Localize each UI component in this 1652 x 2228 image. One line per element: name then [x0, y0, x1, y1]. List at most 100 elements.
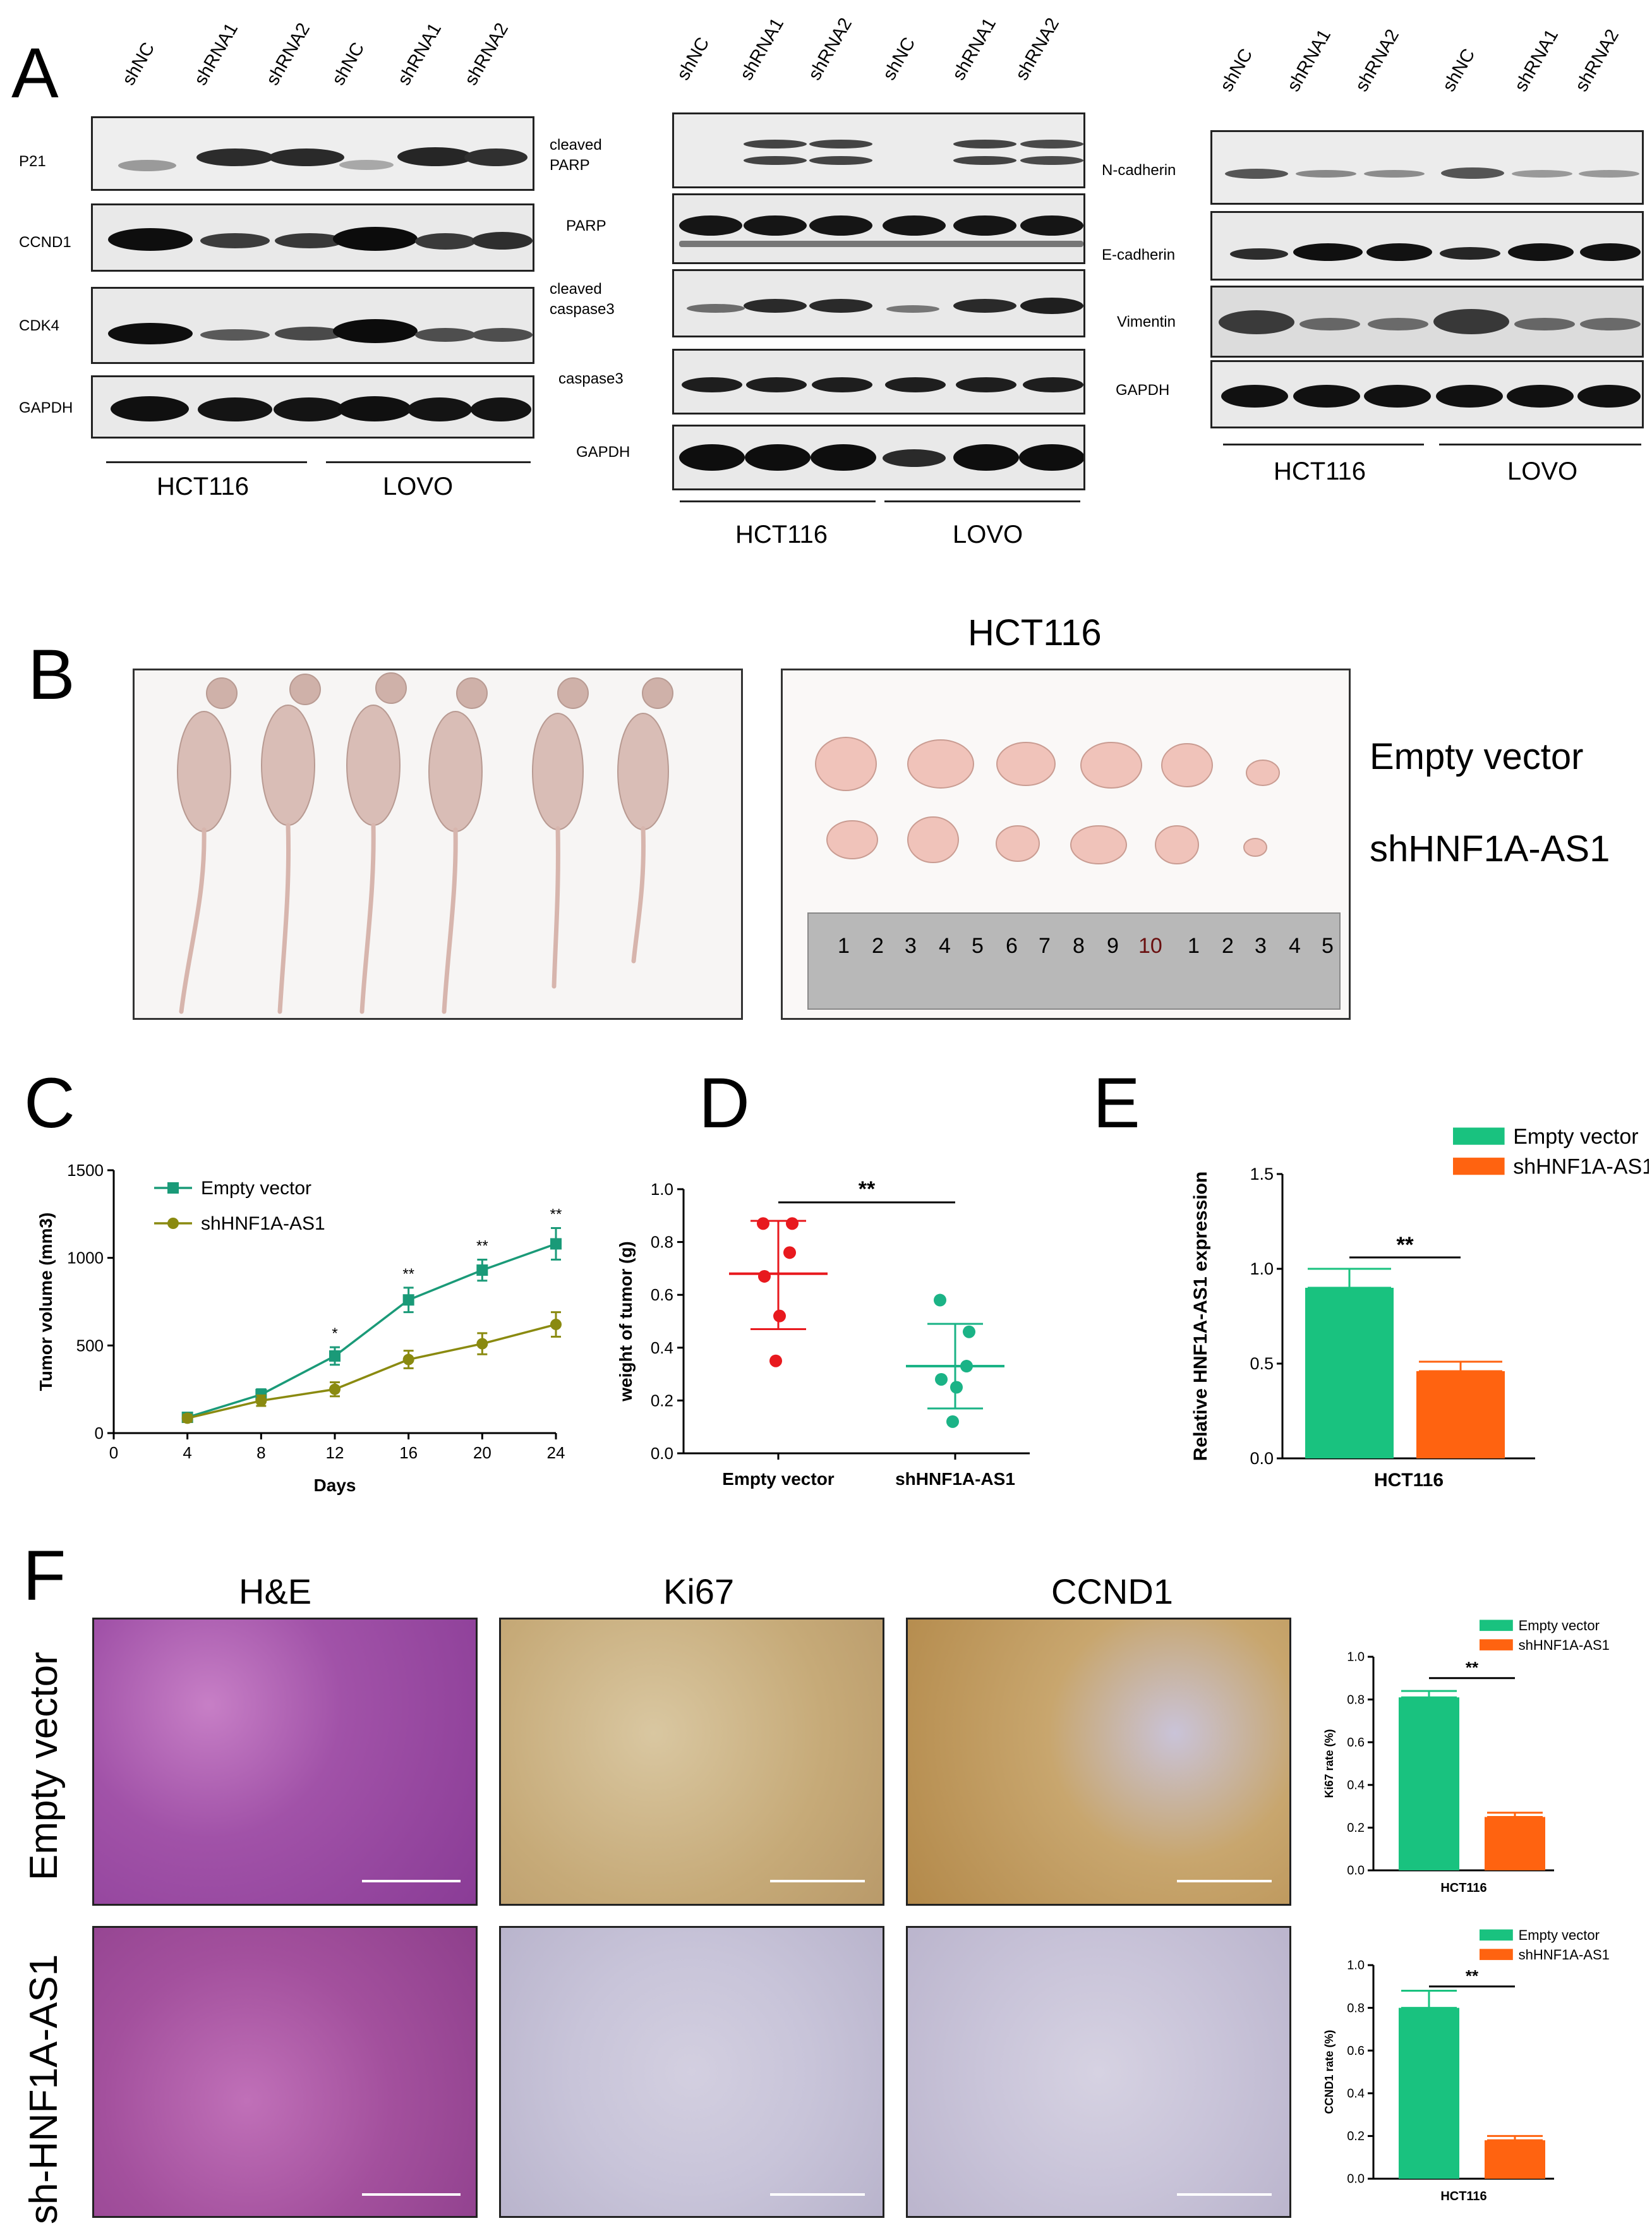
ruler-number: 1: [1188, 934, 1200, 958]
tumor-photo: [781, 669, 1351, 1020]
y-tick-label: 1.5: [1250, 1165, 1274, 1184]
blot3-label-vimentin: Vimentin: [1117, 313, 1176, 330]
x-tick-label: 0: [109, 1443, 118, 1462]
histology-ccnd1-empty-vector: [906, 1618, 1291, 1906]
scale-bar: [770, 2193, 865, 2196]
mice-photo: [133, 669, 743, 1020]
y-tick-label: 500: [76, 1336, 104, 1355]
data-point: [181, 1412, 193, 1424]
significance-mark: **: [859, 1177, 876, 1201]
data-point: [476, 1338, 488, 1350]
bar: [1485, 2140, 1545, 2179]
data-point: [960, 1360, 973, 1373]
y-tick-label: 1.0: [1347, 1650, 1365, 1664]
data-point: [329, 1350, 341, 1362]
blot2-cleaved-parp: [672, 112, 1085, 188]
panel-f-row-sh-hnf1a-as1: sh-HNF1A-AS1: [22, 1954, 66, 2224]
chart-c-tumor-volume: 0 500 1000 1500 0 4 8 12 16 20 24 Days Tumor volume …: [36, 1161, 565, 1495]
lane-label: shRNA1: [190, 19, 243, 89]
lane-label: shRNA2: [262, 19, 315, 89]
blot1-gapdh: [91, 375, 534, 439]
ruler-number: 2: [872, 934, 884, 958]
panel-letter-e: E: [1093, 1063, 1140, 1142]
blot2-cellline-lovo: LOVO: [953, 521, 1023, 548]
y-tick-label: 0.6: [1347, 2044, 1365, 2058]
blot3-e-cadherin: [1210, 211, 1644, 281]
y-tick-label: 0.4: [1347, 1778, 1365, 1792]
panel-letter-c: C: [24, 1063, 75, 1142]
y-tick-label: 0.2: [651, 1391, 673, 1410]
x-axis-label: Days: [314, 1475, 356, 1495]
y-tick-label: 1500: [67, 1161, 104, 1180]
x-tick-label: 12: [326, 1443, 344, 1462]
data-point: [329, 1383, 341, 1395]
ruler-number: 10: [1138, 934, 1162, 958]
legend-swatch: [1480, 1949, 1513, 1960]
blot2-caspase3: [672, 349, 1085, 415]
x-tick-label: 8: [256, 1443, 265, 1462]
blot3-label-n-cadherin: N-cadherin: [1102, 162, 1176, 179]
blot2-label-cleaved-caspase3-text: cleaved caspase3: [550, 281, 615, 318]
y-tick-label: 0.4: [651, 1338, 673, 1357]
x-tick-label: Empty vector: [722, 1469, 834, 1489]
lane-label: shRNA1: [1510, 25, 1563, 95]
y-tick-label: 0.0: [1250, 1449, 1274, 1468]
data-point: [963, 1325, 975, 1338]
scale-bar: [362, 1880, 461, 1882]
bar: [1305, 1288, 1394, 1458]
legend-label: Empty vector: [1513, 1125, 1638, 1149]
blot1-underline-lovo: [326, 461, 531, 463]
blot3-cellline-lovo: LOVO: [1507, 457, 1578, 485]
y-tick-label: 1.0: [651, 1180, 673, 1199]
panel-f-col-ki67: Ki67: [663, 1571, 735, 1611]
significance-mark: **: [1396, 1233, 1414, 1257]
ruler-number: 5: [1322, 934, 1334, 958]
y-tick-label: 1.0: [1250, 1259, 1274, 1278]
ruler-number: 5: [972, 934, 984, 958]
panel-f-row-empty-vector: Empty vector: [22, 1652, 66, 1880]
lane-label: shRNA2: [804, 14, 857, 84]
lane-label: shNC: [879, 33, 920, 84]
blot1-cdk4: [91, 287, 534, 364]
blot2-label-cleaved-parp-text: cleaved PARP: [550, 136, 602, 174]
legend-label: shHNF1A-AS1: [1519, 1947, 1610, 1963]
lane-label: shRNA2: [461, 19, 513, 89]
ruler-number: 3: [1255, 934, 1267, 958]
panel-letter-a: A: [11, 33, 59, 112]
blot3-vimentin: [1210, 286, 1644, 358]
legend-swatch: [1480, 1639, 1513, 1650]
scale-bar: [362, 2193, 461, 2196]
blot2-underline-lovo: [884, 500, 1080, 502]
blot1-cellline-hct116: HCT116: [157, 473, 249, 500]
ruler-number: 9: [1107, 934, 1119, 958]
y-tick-label: 1000: [67, 1249, 104, 1268]
blot1-label-ccnd1: CCND1: [19, 234, 71, 251]
legend-swatch: [1453, 1127, 1505, 1145]
lane-label: shRNA1: [736, 14, 788, 84]
lane-label: shRNA2: [1011, 14, 1064, 84]
x-tick-label: 20: [473, 1443, 491, 1462]
legend-label: Empty vector: [1519, 1927, 1600, 1943]
data-point: [757, 1217, 769, 1230]
lane-label: shRNA1: [1283, 25, 1335, 95]
scale-bar: [1177, 2193, 1272, 2196]
legend-label: Empty vector: [1519, 1618, 1600, 1633]
lane-label: shRNA1: [948, 14, 1001, 84]
ruler-number: 6: [1006, 934, 1018, 958]
y-axis-label: CCND1 rate (%): [1323, 2030, 1335, 2114]
panel-f-col-ccnd1: CCND1: [1051, 1571, 1173, 1611]
chart-f-ki67-rate: 0.0 0.2 0.4 0.6 0.8 1.0 Ki67 rate (%) Empty vec…: [1323, 1618, 1610, 1895]
lane-label: shRNA2: [1571, 25, 1624, 95]
blot1-p21: [91, 116, 534, 191]
blot3-underline-lovo: [1439, 444, 1641, 445]
y-axis-label: Relative HNF1A-AS1 expression: [1190, 1172, 1211, 1462]
chart-e-expression: 0.0 0.5 1.0 1.5 Relative HNF1A-AS1 expressio…: [1190, 1125, 1649, 1491]
y-tick-label: 1.0: [1347, 1959, 1365, 1973]
blot3-underline-hct116: [1223, 444, 1424, 445]
blot2-label-cleaved-caspase3: cleaved caspase3: [550, 279, 670, 320]
y-tick-label: 0.4: [1347, 2086, 1365, 2100]
histology-ki67-sh-hnf1a-as1: [499, 1926, 884, 2218]
legend-label: shHNF1A-AS1: [1513, 1155, 1649, 1179]
significance-mark: **: [550, 1206, 562, 1223]
blot3-label-gapdh: GAPDH: [1116, 382, 1170, 399]
